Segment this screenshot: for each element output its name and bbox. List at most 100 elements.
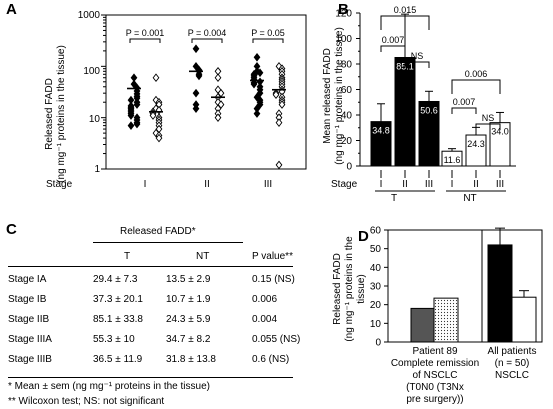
- x-tick-label: II: [402, 179, 408, 190]
- table-header-group: Released FADD*: [120, 226, 196, 237]
- x-tick-label: I: [380, 179, 383, 190]
- table-cell-t: 85.1 ± 33.8: [93, 314, 143, 325]
- significance-label: 0.006: [465, 69, 488, 79]
- bar: [511, 296, 537, 343]
- x-tick-label: III: [264, 179, 272, 190]
- p-value-label: P = 0.004: [188, 28, 227, 38]
- table-cell-p: 0.006: [252, 294, 278, 305]
- data-point: [275, 118, 283, 127]
- y-tick-label: 0: [346, 162, 352, 173]
- y-tick-label: 10: [370, 319, 382, 330]
- table-row-label: Stage IA: [8, 274, 47, 285]
- panel-d-left-label-line: of NSCLC: [412, 370, 457, 381]
- panel-d-left-label-line: pre surgery)): [406, 394, 463, 405]
- data-point: [253, 52, 261, 62]
- panel-a-ytick: 100: [83, 66, 100, 77]
- significance-label: 0.015: [394, 5, 417, 15]
- data-point: [192, 88, 200, 98]
- y-tick-label: 0: [375, 338, 381, 349]
- table-cell-nt: 34.7 ± 8.2: [166, 334, 211, 345]
- data-point: [214, 73, 222, 83]
- significance-bracket: [380, 15, 430, 30]
- significance-bracket: [475, 123, 501, 130]
- significance-label: 0.007: [453, 97, 476, 107]
- x-tick-label: II: [473, 179, 479, 190]
- bar: [433, 297, 459, 343]
- bar-value-label: 11.6: [444, 155, 461, 165]
- table-cell-p: 0.15 (NS): [252, 274, 295, 285]
- panel-b-ylabel-line1: Mean released FADD: [322, 48, 333, 144]
- panel-d-letter: D: [358, 228, 369, 245]
- panel-d-chart: D Released FADD (ng mg⁻¹ proteins in the…: [332, 226, 543, 405]
- panel-d-left-label: Patient 89 Complete remission of NSCLC (…: [391, 346, 479, 405]
- significance-bracket: [129, 38, 161, 43]
- x-tick-label: I: [451, 179, 454, 190]
- table-cell-nt: 10.7 ± 1.9: [166, 294, 211, 305]
- table-footnote-1: * Mean ± sem (ng mg⁻¹ proteins in the ti…: [8, 381, 210, 392]
- significance-bracket: [451, 107, 477, 114]
- y-tick-label: 20: [341, 136, 353, 147]
- data-point: [275, 160, 283, 170]
- panel-d-right-label-line: NSCLC: [495, 370, 529, 381]
- y-tick-label: 20: [370, 300, 382, 311]
- data-point: [192, 104, 200, 113]
- table-cell-nt: 24.3 ± 5.9: [166, 314, 211, 325]
- table-cell-t: 37.3 ± 20.1: [93, 294, 143, 305]
- panel-d-left-label-line: (T0N0 (T3Nx: [406, 382, 464, 393]
- data-point: [155, 133, 163, 143]
- table-cell-nt: 31.8 ± 13.8: [166, 354, 216, 365]
- table-row-label: Stage IIB: [8, 314, 50, 325]
- table-row-label: Stage IB: [8, 294, 47, 305]
- panel-d-ylabel-line1: Released FADD: [332, 253, 343, 325]
- panel-b-group-t: T: [391, 193, 397, 204]
- bar-value-label: 50.6: [420, 105, 438, 115]
- panel-d-right-label-line: (n = 50): [495, 358, 530, 369]
- y-tick-label: 60: [341, 85, 353, 96]
- table-cell-p: 0.055 (NS): [252, 334, 301, 345]
- significance-bracket: [191, 38, 223, 43]
- table-top-rule: [8, 266, 293, 267]
- figure-charts: A Released FADD (ng mg⁻¹ proteins in the…: [6, 1, 516, 204]
- x-tick-label: II: [204, 179, 210, 190]
- bar: [394, 56, 416, 167]
- table-cell-nt: 13.5 ± 2.9: [166, 274, 211, 285]
- panel-b-ylabel-line2: (ng mg⁻¹ proteins in the tissue): [334, 27, 345, 165]
- data-point: [149, 111, 157, 120]
- data-point: [250, 79, 258, 89]
- data-point: [272, 90, 280, 100]
- table-col-nt: NT: [196, 251, 210, 262]
- panel-d-ylabel-line2: (ng mg⁻¹ proteins in the: [344, 236, 355, 342]
- significance-label: NS: [482, 113, 495, 123]
- significance-bracket: [380, 45, 406, 52]
- data-point: [214, 113, 222, 122]
- y-tick-label: 120: [335, 9, 352, 20]
- y-tick-label: 40: [341, 111, 353, 122]
- panel-d-right-label-line: All patients: [488, 346, 537, 357]
- panel-b-xaxis-prefix: Stage: [331, 179, 358, 190]
- panel-a-ytick: 1: [94, 164, 100, 175]
- bar-value-label: 34.8: [372, 126, 390, 136]
- p-value-label: P = 0.05: [251, 28, 285, 38]
- table-col-t: T: [124, 251, 131, 262]
- table-cell-t: 29.4 ± 7.3: [93, 274, 138, 285]
- table-cell-p: 0.004: [252, 314, 278, 325]
- data-point: [127, 121, 135, 130]
- panel-a-ylabel-line2: (ng mg⁻¹ proteins in the tissue): [56, 45, 67, 183]
- panel-a-ytick: 10: [89, 114, 101, 125]
- table-footnote-2: ** Wilcoxon test; NS: not significant: [8, 396, 165, 407]
- y-tick-label: 30: [370, 282, 382, 293]
- panel-d-left-label-line: Patient 89: [412, 346, 457, 357]
- panel-d-left-label-line: Complete remission: [391, 358, 479, 369]
- data-point: [192, 44, 200, 54]
- significance-bracket: [451, 79, 501, 94]
- y-tick-label: 100: [335, 34, 352, 45]
- bar: [410, 307, 436, 343]
- panel-a-xaxis-prefix: Stage: [46, 179, 73, 190]
- y-tick-label: 60: [370, 226, 382, 237]
- table-col-p: P value**: [252, 251, 293, 262]
- table-cell-t: 36.5 ± 11.9: [93, 354, 143, 365]
- data-point: [278, 100, 286, 109]
- panel-c-table: C Released FADD* T NT P value** Stage IA…: [6, 218, 308, 408]
